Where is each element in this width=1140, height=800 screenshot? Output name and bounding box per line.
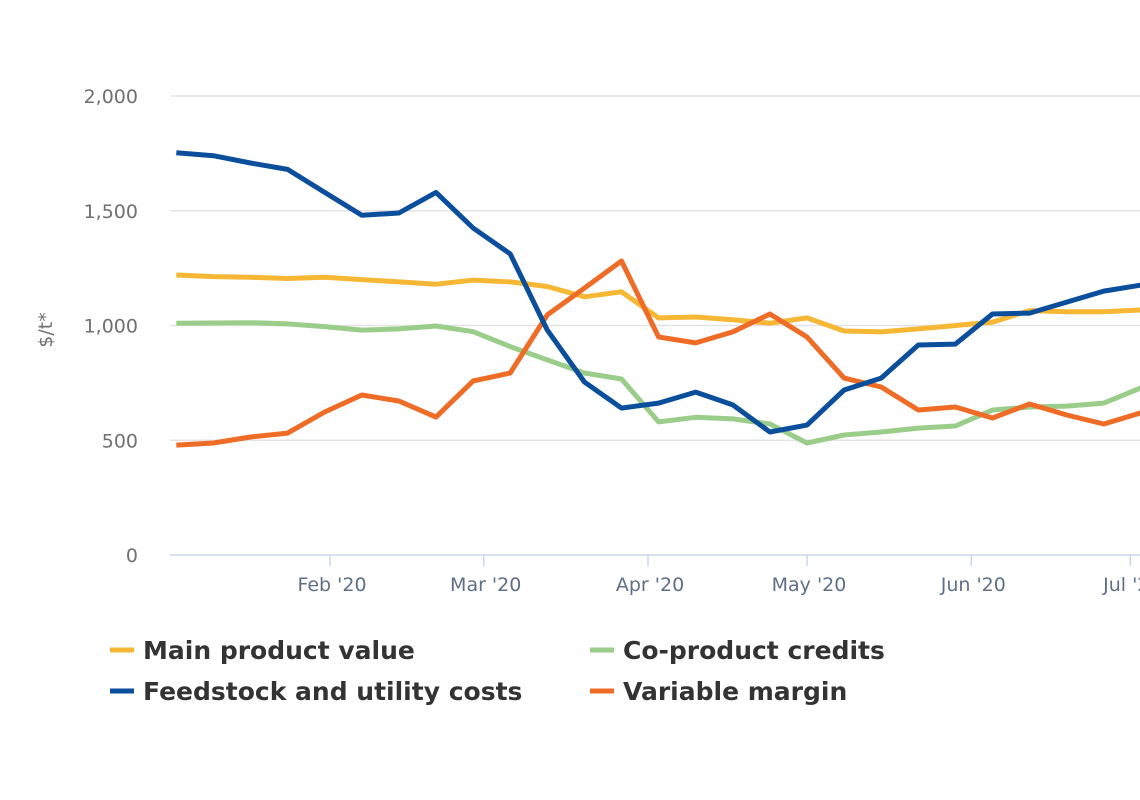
x-tick-label: Feb '20 (297, 574, 366, 596)
legend-label: Feedstock and utility costs (143, 677, 522, 706)
y-tick-label: 500 (102, 430, 138, 452)
x-tick-label: Jul '20 (1102, 574, 1140, 596)
series-line-feedstock-and-utility-costs[interactable] (176, 150, 1140, 435)
legend-item[interactable]: Variable margin (590, 677, 847, 706)
legend: Main product value Co-product credits Feed… (110, 636, 885, 706)
legend-label: Variable margin (623, 677, 847, 706)
x-tick-label: May '20 (772, 574, 847, 596)
y-tick-label: 2,000 (84, 86, 138, 108)
legend-item[interactable]: Co-product credits (590, 636, 885, 665)
y-tick-label: 1,500 (84, 201, 138, 223)
series-line-main-product-value[interactable] (176, 272, 1140, 335)
y-tick-label: 1,000 (84, 316, 138, 338)
series-line-variable-margin[interactable] (176, 258, 1140, 448)
legend-item[interactable]: Main product value (110, 636, 415, 665)
x-tick-label: Apr '20 (616, 574, 684, 596)
x-tick-label: Mar '20 (450, 574, 521, 596)
x-axis: Feb '20 Mar '20 Apr '20 May '20 Jun '20 Jul '… (170, 554, 1140, 596)
y-axis: 0 500 1,000 1,500 2,000 (84, 86, 138, 567)
y-axis-label: $/t* (35, 312, 57, 347)
legend-label: Main product value (143, 636, 415, 665)
series-line-co-product-credits[interactable] (176, 320, 1140, 446)
legend-label: Co-product credits (623, 636, 885, 665)
y-tick-label: 0 (126, 545, 138, 567)
gridlines (170, 95, 1140, 441)
series-lines (176, 150, 1140, 448)
legend-item[interactable]: Feedstock and utility costs (110, 677, 522, 706)
x-tick-label: Jun '20 (940, 574, 1006, 596)
